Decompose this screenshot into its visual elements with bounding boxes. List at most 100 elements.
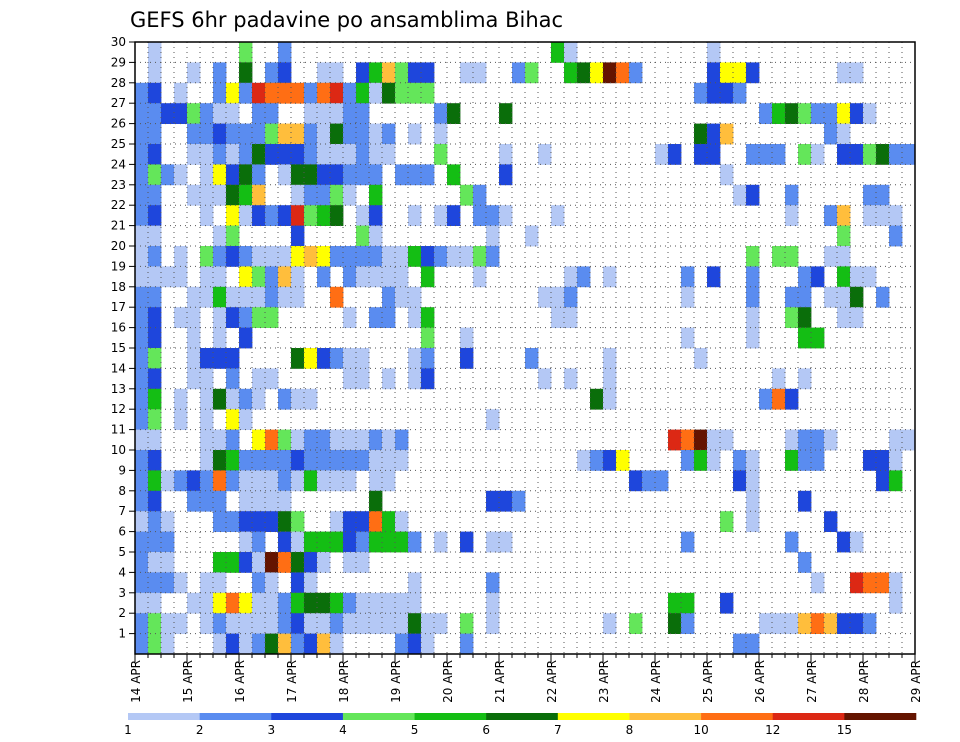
heatmap-cell (174, 82, 188, 104)
heatmap-cell (473, 62, 487, 84)
heatmap-cell (291, 429, 305, 451)
heatmap-cell (226, 633, 240, 655)
heatmap-cell (135, 123, 149, 145)
heatmap-cell (772, 368, 786, 390)
heatmap-cell (239, 388, 253, 410)
chart-title: GEFS 6hr padavine po ansamblima Bihac (130, 8, 563, 32)
heatmap-cell (291, 123, 305, 145)
heatmap-cell (434, 531, 448, 553)
heatmap-cell (343, 470, 357, 492)
heatmap-cell (499, 531, 513, 553)
heatmap-cell (317, 531, 331, 553)
heatmap-cell (837, 307, 851, 328)
heatmap-cell (187, 307, 201, 328)
heatmap-cell (642, 470, 656, 492)
heatmap-cell (395, 266, 409, 288)
heatmap-cell (278, 42, 292, 63)
heatmap-cell (278, 552, 292, 573)
heatmap-cells (135, 42, 916, 655)
heatmap-cell (759, 144, 773, 165)
heatmap-cell (343, 348, 357, 369)
heatmap-cell (356, 613, 370, 634)
heatmap-cell (265, 246, 279, 267)
heatmap-cell (499, 205, 513, 226)
heatmap-cell (343, 307, 357, 328)
heatmap-cell (304, 613, 318, 634)
heatmap-cell (668, 429, 682, 451)
heatmap-cell (395, 62, 409, 84)
heatmap-cell (369, 429, 383, 451)
heatmap-cell (720, 592, 734, 614)
heatmap-cell (148, 164, 162, 186)
heatmap-cell (278, 123, 292, 145)
heatmap-cell (382, 266, 396, 288)
heatmap-cell (707, 266, 721, 288)
y-tick-label: 3 (118, 586, 126, 600)
heatmap-cell (811, 450, 825, 471)
heatmap-cell (226, 470, 240, 492)
heatmap-cell (252, 307, 266, 328)
heatmap-cell (720, 82, 734, 104)
heatmap-cell (291, 144, 305, 165)
heatmap-cell (239, 266, 253, 288)
heatmap-cell (213, 246, 227, 267)
heatmap-cell (278, 429, 292, 451)
y-tick-label: 11 (111, 423, 126, 437)
heatmap-cell (213, 613, 227, 634)
heatmap-cell (200, 266, 214, 288)
heatmap-cell (837, 246, 851, 267)
heatmap-cell (343, 246, 357, 267)
color-bar-segment (128, 713, 200, 720)
heatmap-cell (382, 286, 396, 308)
color-bar-label: 5 (411, 723, 419, 737)
heatmap-cell (603, 388, 617, 410)
heatmap-cell (213, 572, 227, 594)
y-tick-label: 2 (118, 606, 126, 620)
y-tick-label: 17 (111, 300, 126, 314)
heatmap-cell (785, 307, 799, 328)
heatmap-cell (356, 592, 370, 614)
heatmap-cell (733, 633, 747, 655)
heatmap-cell (369, 246, 383, 267)
heatmap-cell (278, 205, 292, 226)
heatmap-cell (135, 470, 149, 492)
heatmap-cell (408, 592, 422, 614)
y-tick-label: 27 (111, 96, 126, 110)
heatmap-cell (343, 82, 357, 104)
heatmap-cell (200, 572, 214, 594)
heatmap-cell (187, 470, 201, 492)
x-tick-label: 17 APR (285, 660, 299, 703)
heatmap-cell (252, 184, 266, 206)
heatmap-cell (135, 613, 149, 634)
heatmap-cell (291, 511, 305, 532)
heatmap-cell (135, 388, 149, 410)
heatmap-cell (668, 144, 682, 165)
heatmap-cell (148, 572, 162, 594)
heatmap-cell (252, 205, 266, 226)
y-tick-label: 25 (111, 137, 126, 151)
y-tick-label: 24 (111, 157, 126, 171)
heatmap-cell (200, 470, 214, 492)
heatmap-cell (239, 307, 253, 328)
heatmap-cell (213, 62, 227, 84)
heatmap-cell (148, 348, 162, 369)
heatmap-cell (746, 286, 760, 308)
heatmap-cell (161, 103, 175, 124)
heatmap-cell (369, 205, 383, 226)
heatmap-cell (577, 266, 591, 288)
heatmap-cell (512, 490, 526, 512)
heatmap-cell (356, 552, 370, 573)
heatmap-cell (837, 531, 851, 553)
heatmap-cell (772, 613, 786, 634)
heatmap-cell (213, 470, 227, 492)
heatmap-cell (876, 205, 890, 226)
x-tick-label: 23 APR (597, 660, 611, 703)
heatmap-cell (330, 450, 344, 471)
heatmap-cell (746, 327, 760, 349)
heatmap-cell (369, 82, 383, 104)
heatmap-cell (395, 633, 409, 655)
heatmap-cell (135, 552, 149, 573)
heatmap-cell (239, 205, 253, 226)
heatmap-cell (343, 164, 357, 186)
heatmap-cell (746, 511, 760, 532)
